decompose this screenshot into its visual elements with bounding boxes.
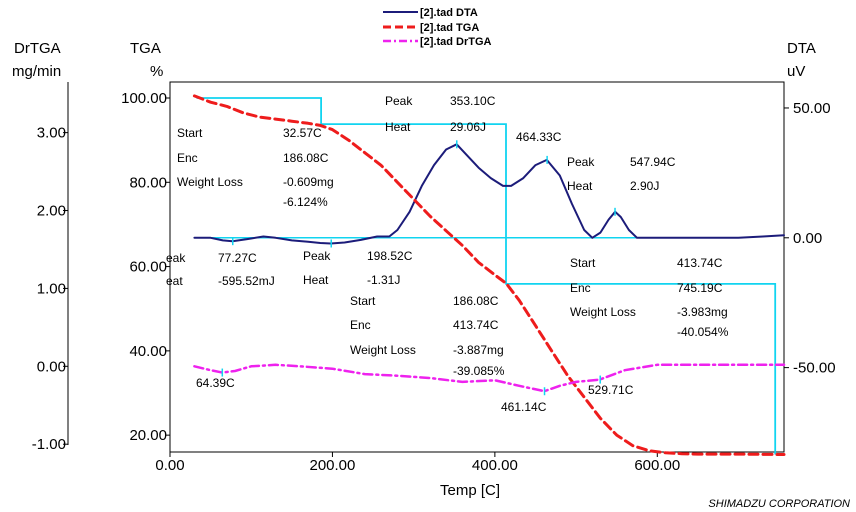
annotation-label: Start [177,126,203,140]
annotation-label: Weight Loss [177,175,243,189]
tga-curve [192,94,786,456]
annotation-label: Enc [177,151,198,165]
annotation-label: Start [350,294,376,308]
x-tick-label: 0.00 [155,457,184,474]
dta-curve [193,143,785,245]
annotations-layer: Peak 353.10C Heat 29.06J Start 32.57C Enc 186.0… [166,94,729,414]
annotation-label: Heat [567,179,593,193]
legend-label-dta: [2].tad DTA [420,7,478,19]
annotation-label: -39.085% [453,364,505,378]
series-layer [192,94,786,456]
markers-layer [221,140,616,396]
annotation-label: eak [166,251,186,265]
drtga-tick-label: 0.00 [37,358,66,375]
annotation-label: 77.27C [218,251,257,265]
tga-tick-label: 40.00 [129,343,167,360]
drtga-tick-label: -1.00 [32,436,66,453]
dta-tick-label: 50.00 [793,100,831,117]
annotation-label: 413.74C [453,318,499,332]
dta-tick-label: -50.00 [793,360,836,377]
annotation-label: 64.39C [196,376,235,390]
dta-tick-label: 0.00 [793,230,822,247]
annotation-label: 547.94C [630,155,676,169]
annotation-label: 461.14C [501,400,547,414]
x-tick-label: 200.00 [309,457,355,474]
annotation-label: Start [570,256,596,270]
drtga-axis-title: DrTGA [14,40,61,57]
annotation-label: -595.52mJ [218,274,275,288]
annotation-label: 745.19C [677,281,723,295]
annotation-label: 413.74C [677,256,723,270]
annotation-label: -3.983mg [677,305,728,319]
legend-label-drtga: [2].tad DrTGA [420,36,492,48]
tga-axis-title: TGA [130,40,161,57]
annotation-label: eat [166,274,183,288]
annotation-label: Enc [350,318,371,332]
annotation-label: Peak [567,155,595,169]
annotation-label: Peak [385,94,413,108]
tga-axis-unit: % [150,63,163,80]
x-tick-label: 600.00 [634,457,680,474]
annotation-label: Heat [385,120,411,134]
annotation-label: -6.124% [283,195,328,209]
annotation-label: -1.31J [367,273,400,287]
drtga-tick-label: 3.00 [37,125,66,142]
annotation-label: 464.33C [516,130,562,144]
annotation-label: 353.10C [450,94,496,108]
annotation-label: Heat [303,273,329,287]
drtga-tick-label: 1.00 [37,280,66,297]
annotation-label: 29.06J [450,120,486,134]
drtga-curve [193,363,786,393]
brand-label: SHIMADZU CORPORATION [708,498,850,510]
drtga-tick-label: 2.00 [37,203,66,220]
dta-axis-unit: uV [787,63,805,80]
tga-tick-label: 80.00 [129,174,167,191]
annotation-label: 198.52C [367,249,413,263]
tga-tick-label: 20.00 [129,427,167,444]
annotation-label: 529.71C [588,383,634,397]
annotation-label: 186.08C [453,294,499,308]
annotation-label: 32.57C [283,126,322,140]
annotation-label: Peak [303,249,331,263]
step-lines-layer [194,97,777,455]
annotation-label: 186.08C [283,151,329,165]
tga-tick-label: 100.00 [121,90,167,107]
legend-label-tga: [2].tad TGA [420,22,479,34]
x-axis-title: Temp [C] [440,482,500,499]
ticks-layer: 0.00 200.00 400.00 600.00 100.00 80.00 60.00 40… [32,90,836,474]
annotation-label: 2.90J [630,179,659,193]
annotation-label: -0.609mg [283,175,334,189]
x-tick-label: 400.00 [472,457,518,474]
annotation-label: Weight Loss [570,305,636,319]
tga-step-line [196,97,777,455]
drtga-axis-unit: mg/min [12,63,61,80]
legend: [2].tad DTA [2].tad TGA [2].tad DrTGA [383,7,492,48]
annotation-label: -3.887mg [453,343,504,357]
tga-tick-label: 60.00 [129,259,167,276]
annotation-label: Weight Loss [350,343,416,357]
dta-axis-title: DTA [787,40,816,57]
annotation-label: Enc [570,281,591,295]
annotation-label: -40.054% [677,325,729,339]
